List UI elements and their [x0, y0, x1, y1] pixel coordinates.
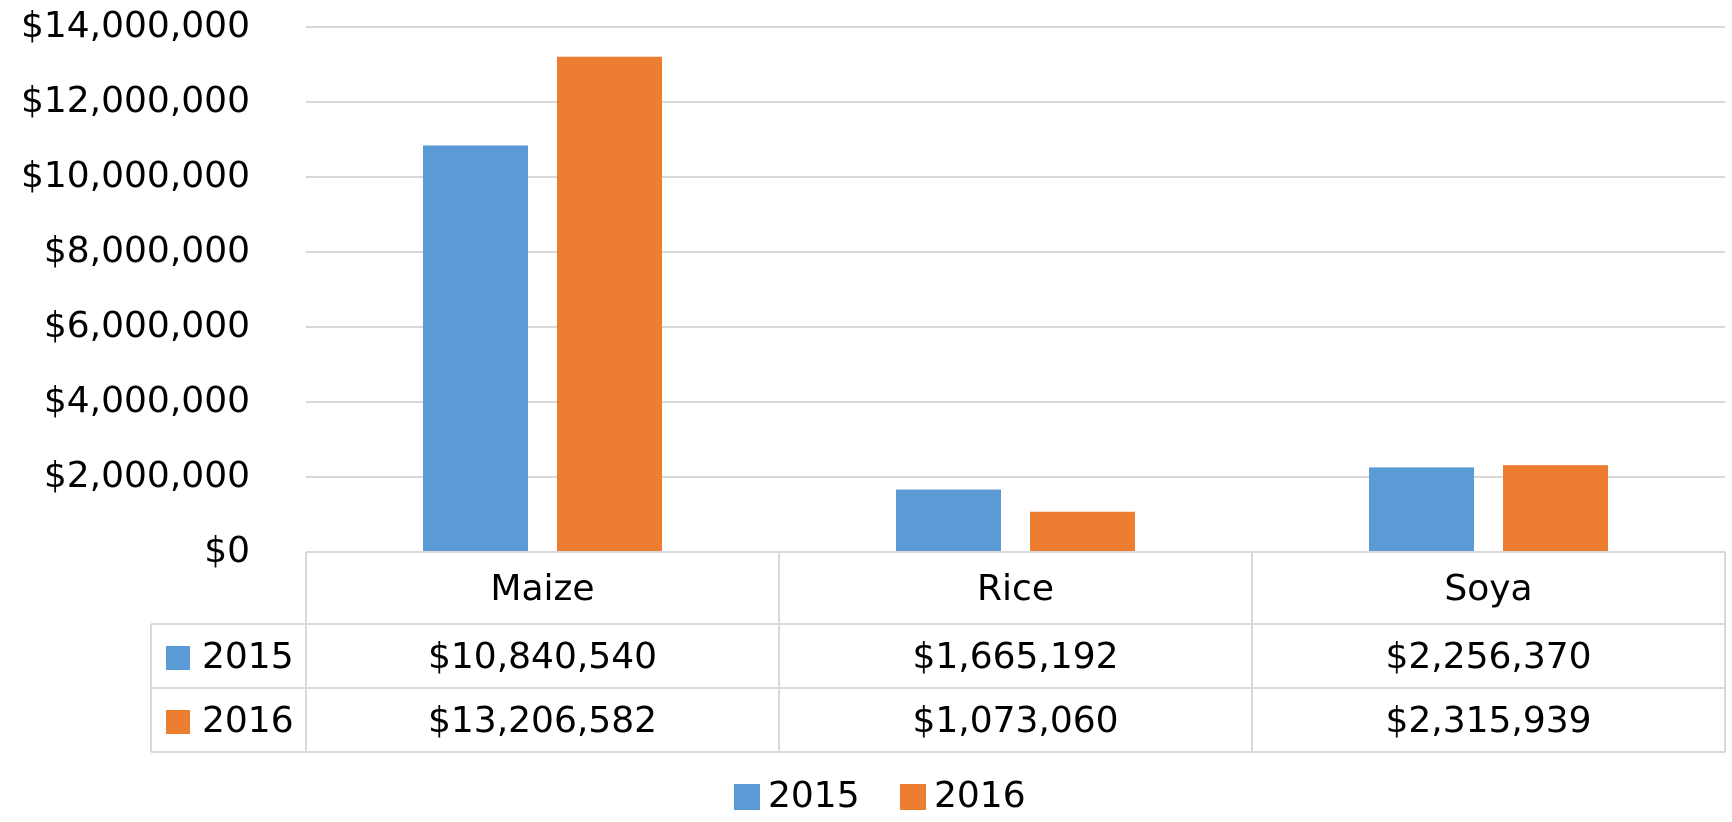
table-series-name: 2016 — [202, 700, 294, 741]
y-tick-label: $12,000,000 — [21, 80, 250, 121]
data-table-value: $1,073,060 — [912, 700, 1118, 741]
legend-key — [900, 784, 926, 810]
bar — [557, 56, 662, 552]
legend-key — [734, 784, 760, 810]
bar — [1030, 511, 1135, 552]
y-tick-label: $4,000,000 — [44, 380, 250, 421]
table-series-name: 2015 — [202, 636, 294, 677]
bar — [896, 489, 1001, 552]
legend-key — [166, 646, 190, 670]
data-table-value: $13,206,582 — [428, 700, 657, 741]
data-table-value: $2,256,370 — [1385, 636, 1591, 677]
data-table-value: $1,665,192 — [912, 636, 1118, 677]
category-label: Rice — [977, 568, 1054, 609]
y-tick-label: $2,000,000 — [44, 455, 250, 496]
bar — [1369, 467, 1474, 552]
legend-key — [166, 710, 190, 734]
y-tick-label: $0 — [204, 530, 250, 571]
legend-label: 2016 — [934, 775, 1026, 816]
data-table-value: $10,840,540 — [428, 636, 657, 677]
y-tick-label: $8,000,000 — [44, 230, 250, 271]
bar — [423, 145, 528, 553]
category-label: Soya — [1444, 568, 1532, 609]
bar — [1503, 465, 1608, 552]
y-tick-label: $14,000,000 — [21, 5, 250, 46]
category-label: Maize — [490, 568, 594, 609]
legend-label: 2015 — [768, 775, 860, 816]
y-tick-label: $6,000,000 — [44, 305, 250, 346]
data-table-value: $2,315,939 — [1385, 700, 1591, 741]
y-tick-label: $10,000,000 — [21, 155, 250, 196]
